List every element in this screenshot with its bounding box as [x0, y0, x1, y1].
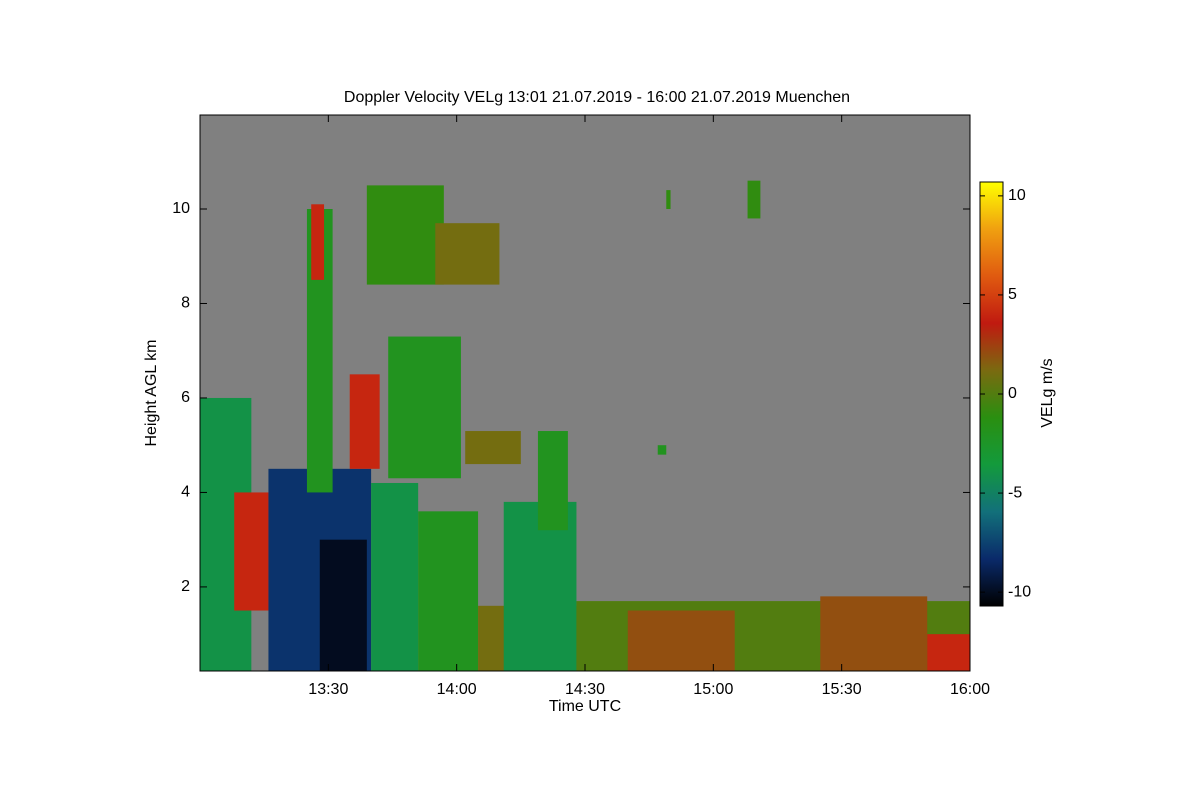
x-tick-label: 14:30 — [565, 681, 605, 698]
y-tick-label: 4 — [181, 484, 190, 501]
y-tick-label: 2 — [181, 578, 190, 595]
velocity-cell — [366, 185, 444, 285]
colorbar-tick-label: 10 — [1008, 187, 1026, 204]
velocity-cell — [311, 204, 325, 280]
colorbar-tick-label: 0 — [1008, 385, 1017, 402]
y-tick-label: 6 — [181, 389, 190, 406]
x-tick-label: 14:00 — [437, 681, 477, 698]
velocity-cell — [657, 445, 667, 455]
x-tick-label: 16:00 — [950, 681, 990, 698]
y-tick-label: 10 — [172, 200, 190, 217]
velocity-cell — [234, 492, 269, 611]
x-tick-label: 15:30 — [822, 681, 862, 698]
velocity-cell — [747, 180, 761, 219]
colorbar-tick-label: -5 — [1008, 484, 1022, 501]
velocity-cell — [820, 596, 928, 671]
velocity-cell — [537, 431, 568, 531]
y-axis-label: Height AGL km — [143, 339, 160, 446]
chart-title: Doppler Velocity VELg 13:01 21.07.2019 -… — [344, 89, 850, 106]
velocity-cell — [418, 511, 479, 671]
velocity-cell — [666, 190, 671, 210]
velocity-cell — [927, 634, 970, 671]
colorbar-label: VELg m/s — [1039, 358, 1056, 427]
colorbar-tick-label: 5 — [1008, 286, 1017, 303]
velocity-cell — [627, 610, 735, 671]
velocity-cell — [435, 223, 500, 285]
velocity-cell — [465, 431, 521, 465]
x-tick-label: 15:00 — [693, 681, 733, 698]
velocity-cell — [349, 374, 380, 469]
velocity-cell — [319, 539, 367, 671]
velocity-cell — [388, 336, 461, 479]
x-tick-label: 13:30 — [308, 681, 348, 698]
colorbar-tick-label: -10 — [1008, 583, 1031, 600]
y-tick-label: 8 — [181, 295, 190, 312]
x-axis-label: Time UTC — [549, 698, 621, 715]
velocity-cell — [371, 482, 419, 671]
